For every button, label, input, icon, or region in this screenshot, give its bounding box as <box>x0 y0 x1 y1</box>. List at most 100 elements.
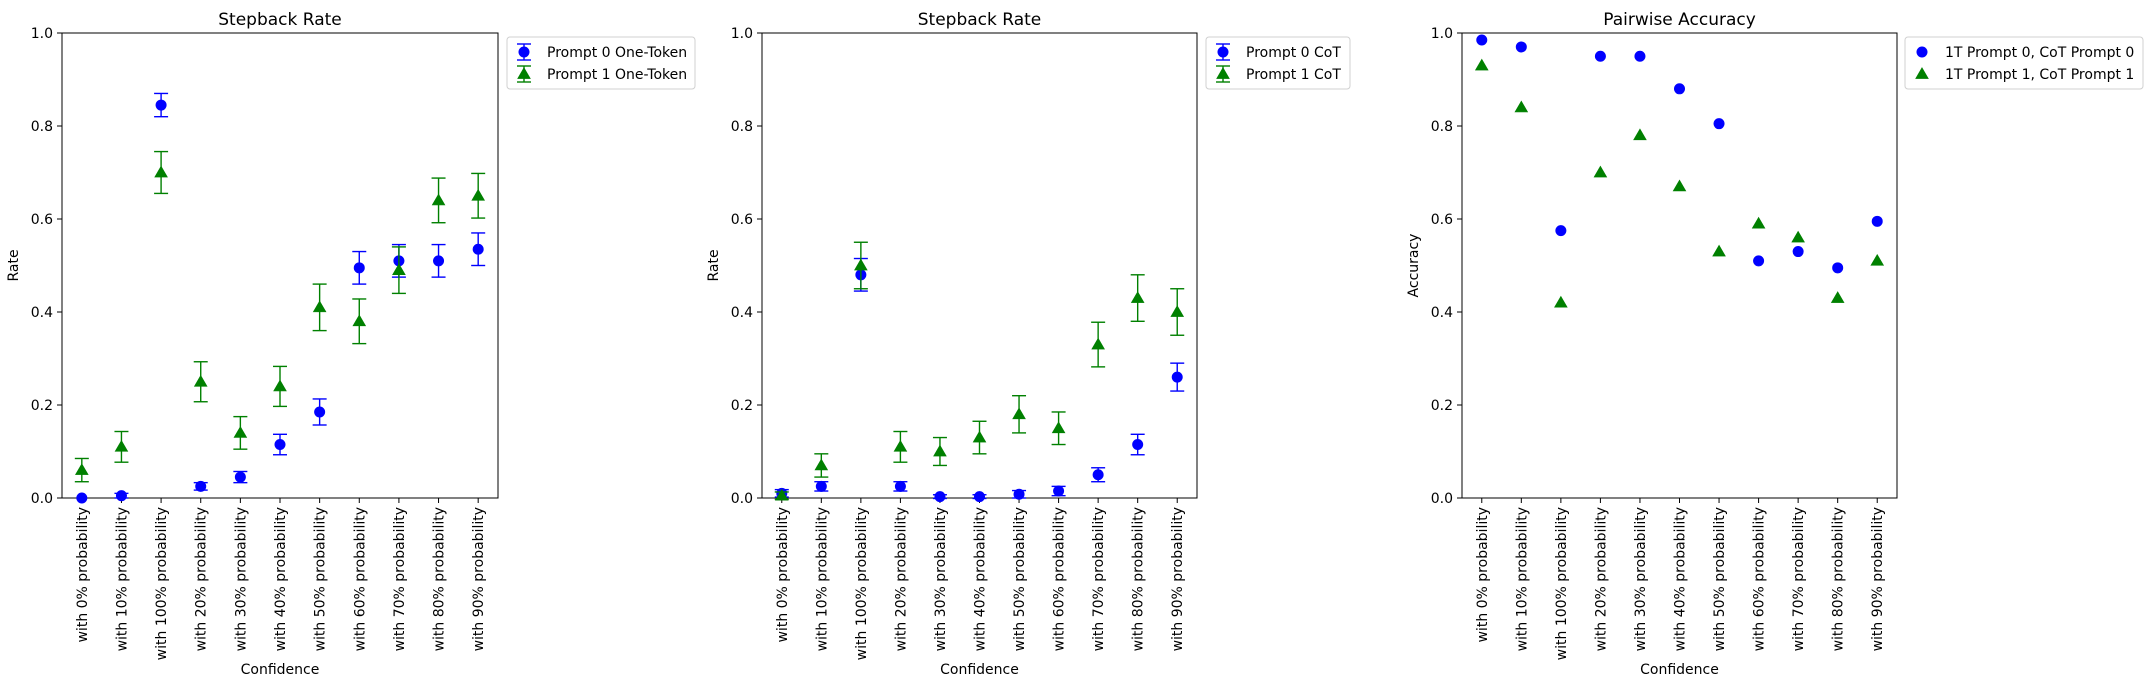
data-point <box>1515 41 1527 53</box>
data-point <box>1051 421 1066 434</box>
series-2 <box>74 150 486 483</box>
x-tick-label: with 60% probability <box>352 507 368 651</box>
data-point <box>973 491 985 503</box>
y-tick-label: 0.6 <box>731 212 753 228</box>
data-point <box>154 165 168 178</box>
y-tick-label: 0.2 <box>31 398 53 414</box>
data-point <box>1013 488 1025 500</box>
data-point <box>193 374 208 387</box>
data-point <box>894 480 906 492</box>
data-point <box>1130 291 1145 303</box>
chart-title: Stepback Rate <box>218 10 342 30</box>
data-point <box>1053 485 1065 497</box>
y-tick-label: 1.0 <box>31 26 53 42</box>
y-tick-label: 0.4 <box>31 305 53 321</box>
data-point <box>1092 469 1104 481</box>
data-point <box>352 314 367 327</box>
data-point <box>893 439 908 452</box>
x-tick-label: with 60% probability <box>1752 507 1768 651</box>
chart-title: Pairwise Accuracy <box>1603 10 1756 30</box>
x-tick-label: with 90% probability <box>1170 507 1186 651</box>
x-tick-label: with 20% probability <box>194 507 210 651</box>
data-point <box>314 406 326 418</box>
legend-label: Prompt 1 CoT <box>1246 67 1341 83</box>
data-point <box>1713 118 1725 130</box>
y-tick-label: 0.2 <box>731 398 753 414</box>
x-tick-label: with 0% probability <box>1475 507 1491 643</box>
data-point <box>1593 165 1608 178</box>
x-tick-label: with 90% probability <box>471 507 487 651</box>
data-point <box>392 263 406 275</box>
data-point <box>1832 262 1844 274</box>
data-point <box>234 471 246 483</box>
x-tick-label: with 20% probability <box>1593 507 1609 651</box>
x-tick-label: with 10% probability <box>814 507 830 651</box>
x-tick-label: with 30% probability <box>1633 507 1649 651</box>
legend-marker <box>1916 46 1928 58</box>
y-tick-label: 0.0 <box>731 491 753 507</box>
y-axis-label: Rate <box>6 249 22 281</box>
data-point <box>1751 216 1766 229</box>
data-point <box>1871 215 1883 227</box>
data-point <box>1171 371 1183 383</box>
x-tick-label: with 80% probability <box>432 507 448 651</box>
data-point <box>854 258 868 271</box>
legend-box <box>506 36 696 90</box>
x-tick-label: with 50% probability <box>1712 507 1728 651</box>
y-tick-label: 0.6 <box>1431 212 1453 228</box>
data-point <box>1132 439 1144 451</box>
data-point <box>1830 291 1845 303</box>
x-tick-label: with 40% probability <box>1673 507 1689 651</box>
series-1 <box>1476 34 1883 274</box>
series-1 <box>774 257 1185 503</box>
x-tick-label: with 30% probability <box>933 507 949 651</box>
legend-marker <box>517 67 531 79</box>
x-tick-label: with 100% probability <box>154 507 170 660</box>
legend-label: Prompt 0 CoT <box>1246 45 1341 61</box>
y-tick-label: 0.4 <box>731 305 753 321</box>
legend-marker <box>518 46 530 58</box>
data-point <box>431 193 446 206</box>
y-axis-label: Rate <box>706 249 722 281</box>
y-tick-label: 0.8 <box>1431 119 1453 135</box>
x-tick-label: with 0% probability <box>75 507 91 643</box>
data-point <box>471 188 486 201</box>
chart-panel-3: Pairwise Accuracy 0.0 0.2 0.4 0.6 0.8 1.0 Accur… <box>1406 10 2144 678</box>
data-point <box>814 458 829 471</box>
y-tick-label: 0.0 <box>31 491 53 507</box>
data-point <box>195 480 207 492</box>
data-point <box>433 255 445 267</box>
data-point <box>312 300 327 313</box>
y-axis-label: Accuracy <box>1406 234 1422 298</box>
x-tick-label: with 60% probability <box>1052 507 1068 651</box>
series-1 <box>76 92 486 504</box>
legend-label: Prompt 1 One-Token <box>547 67 687 83</box>
chart-panel-2: Stepback Rate 0.0 0.2 0.4 0.6 0.8 1.0 Rate with … <box>706 10 1351 678</box>
legend-marker <box>1216 67 1230 79</box>
x-tick-label: with 100% probability <box>854 507 870 660</box>
data-point <box>774 488 789 501</box>
y-tick-label: 0.8 <box>731 119 753 135</box>
x-tick-label: with 50% probability <box>1012 507 1028 651</box>
x-tick-label: with 70% probability <box>1791 507 1807 651</box>
data-point <box>1476 34 1488 46</box>
chart-panel-1: Stepback Rate 0.0 0.2 0.4 0.6 0.8 1.0 Rate with … <box>6 10 696 678</box>
y-tick-label: 0.6 <box>31 212 53 228</box>
x-tick-label: with 10% probability <box>114 507 130 651</box>
legend-marker <box>1915 67 1929 79</box>
plot-area-frame <box>61 32 499 499</box>
x-tick-label: with 70% probability <box>1091 507 1107 651</box>
data-point <box>1633 128 1647 141</box>
x-tick-label: with 100% probability <box>1554 507 1570 660</box>
data-point <box>472 243 484 255</box>
data-point <box>933 444 947 457</box>
data-point <box>1634 50 1646 62</box>
y-tick-label: 0.2 <box>1431 398 1453 414</box>
data-point <box>1594 50 1606 62</box>
legend-box <box>1904 36 2144 90</box>
data-point <box>114 439 129 452</box>
data-point <box>233 426 248 438</box>
x-tick-label: with 0% probability <box>775 507 791 643</box>
